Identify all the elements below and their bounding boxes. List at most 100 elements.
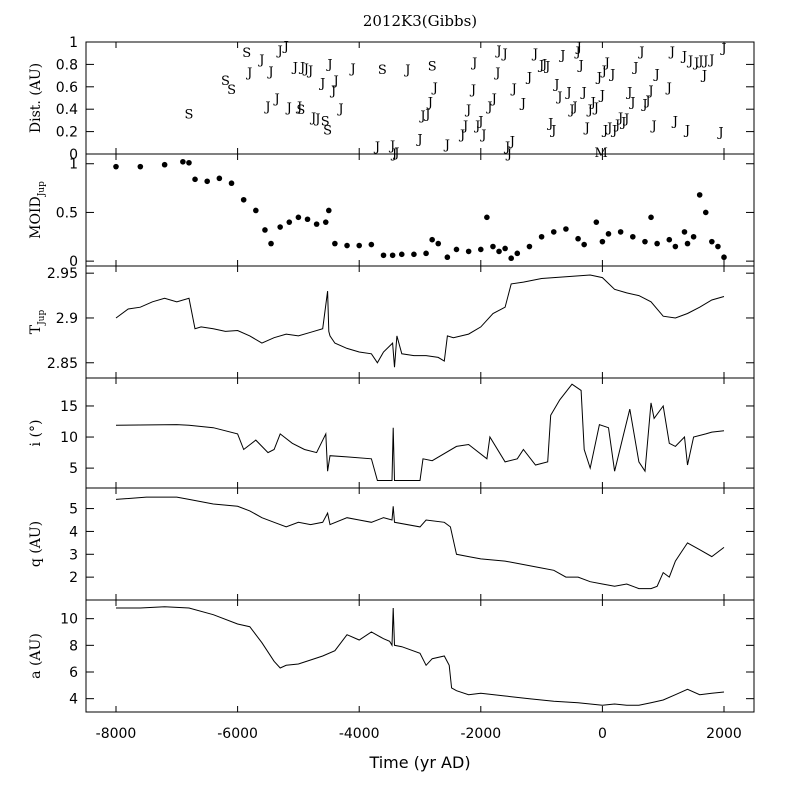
moid-point (575, 235, 581, 242)
moid-point (709, 238, 715, 245)
y-tick-label: 4 (69, 524, 78, 540)
encounter-marker: S (185, 108, 194, 123)
encounter-marker: J (622, 112, 629, 127)
moid-point (356, 242, 363, 249)
y-axis-label: q (AU) (28, 521, 44, 567)
encounter-marker: J (336, 102, 343, 117)
encounter-marker: J (701, 54, 708, 69)
encounter-marker: J (418, 109, 425, 124)
encounter-marker: J (552, 77, 559, 92)
encounter-marker: J (431, 81, 438, 96)
encounter-marker: J (263, 100, 270, 115)
y-axis-label-subscript: Jup (37, 310, 47, 326)
moid-point (563, 226, 569, 232)
moid-point (478, 246, 484, 253)
encounter-marker: J (577, 58, 584, 73)
moid-point (702, 209, 709, 216)
encounter-marker: J (580, 85, 587, 100)
encounter-marker: J (555, 90, 562, 105)
moid-point (137, 163, 144, 170)
y-tick-label: 3 (69, 547, 78, 563)
encounter-marker: J (531, 47, 538, 62)
panel-frame (85, 599, 755, 713)
encounter-marker: J (595, 71, 602, 86)
encounter-marker: J (680, 49, 687, 64)
encounter-marker: J (273, 92, 280, 107)
moid-point (642, 238, 648, 245)
encounter-marker: J (257, 53, 264, 68)
encounter-marker: J (291, 61, 298, 76)
moid-point (286, 219, 293, 225)
encounter-marker: J (613, 118, 620, 133)
moid-point (389, 252, 396, 259)
encounter-marker: J (598, 89, 605, 104)
encounter-marker: J (331, 74, 338, 89)
moid-point (368, 241, 375, 248)
encounter-marker: J (583, 121, 590, 136)
moid-point (444, 254, 451, 261)
y-tick-label: 5 (69, 502, 78, 518)
y-tick-label: 0.8 (56, 57, 78, 73)
encounter-marker: J (510, 82, 517, 97)
encounter-marker: S (378, 63, 387, 78)
encounter-marker: S (227, 83, 236, 98)
encounter-marker: J (671, 114, 678, 129)
encounter-marker: J (567, 103, 574, 118)
y-tick-label: 0.2 (56, 125, 78, 141)
y-tick-label: 2.85 (47, 356, 78, 372)
y-axis-label: TJup (28, 310, 47, 335)
encounter-marker: J (592, 101, 599, 116)
moid-point (186, 159, 192, 166)
encounter-marker: J (470, 56, 477, 71)
encounter-marker: J (570, 100, 577, 115)
x-tick-label: -8000 (96, 726, 137, 742)
encounter-marker: J (692, 56, 699, 71)
moid-point (429, 236, 435, 243)
y-tick-label: 6 (69, 665, 78, 681)
series-line-a (116, 606, 725, 706)
moid-point (295, 214, 302, 221)
encounter-marker: J (285, 101, 292, 116)
moid-point (268, 240, 274, 247)
encounter-marker: J (461, 119, 468, 134)
encounter-marker: J (508, 135, 515, 150)
encounter-marker: S (296, 103, 305, 118)
encounter-marker: J (423, 108, 430, 123)
y-tick-label: 0 (69, 254, 78, 270)
encounter-marker: J (605, 121, 612, 136)
moid-point (322, 219, 329, 225)
encounter-marker: J (603, 56, 610, 71)
y-tick-label: 8 (69, 638, 78, 654)
encounter-marker: J (325, 57, 332, 72)
x-axis: -8000 -6000 -4000 -2000 0 2000 (96, 726, 742, 742)
y-tick-label: 0.4 (56, 102, 78, 118)
encounter-marker: J (686, 54, 693, 69)
moid-point (502, 245, 508, 252)
encounter-marker: J (493, 66, 500, 81)
encounter-marker: J (601, 123, 608, 138)
y-axis-label: Dist. (AU) (28, 63, 44, 133)
panel-frame (85, 487, 755, 601)
encounter-marker: J (707, 53, 714, 68)
encounter-marker: J (558, 48, 565, 63)
encounter-marker: J (503, 140, 510, 155)
moid-point (648, 214, 654, 221)
moid-point (277, 224, 283, 230)
series-line-incl (115, 383, 725, 481)
x-tick-label: -6000 (217, 726, 258, 742)
y-tick-label: 1 (69, 35, 78, 51)
encounter-marker: J (637, 45, 644, 60)
encounter-marker: J (415, 132, 422, 147)
moid-point (453, 246, 460, 253)
moid-point (192, 176, 198, 183)
moid-point (326, 207, 332, 214)
panel-frame (85, 153, 755, 267)
moid-point (593, 219, 600, 225)
panel-incl: 5 10 15 i (°) (28, 377, 755, 489)
moid-point (617, 229, 624, 235)
encounter-marker: J (619, 116, 626, 131)
y-axis-label-subscript: Jup (37, 181, 47, 197)
encounter-marker: J (640, 98, 647, 113)
moid-point (313, 221, 320, 227)
